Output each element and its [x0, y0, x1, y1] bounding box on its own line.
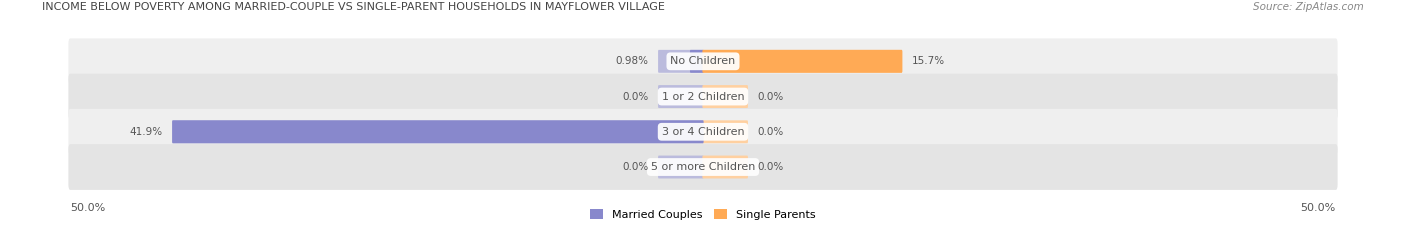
Text: 3 or 4 Children: 3 or 4 Children	[662, 127, 744, 137]
FancyBboxPatch shape	[658, 50, 703, 73]
Text: Source: ZipAtlas.com: Source: ZipAtlas.com	[1253, 2, 1364, 12]
Text: 0.0%: 0.0%	[623, 92, 648, 102]
Text: 41.9%: 41.9%	[129, 127, 163, 137]
Legend: Married Couples, Single Parents: Married Couples, Single Parents	[586, 205, 820, 224]
Text: 15.7%: 15.7%	[912, 56, 945, 66]
FancyBboxPatch shape	[172, 120, 703, 143]
FancyBboxPatch shape	[69, 38, 1337, 84]
Text: 1 or 2 Children: 1 or 2 Children	[662, 92, 744, 102]
FancyBboxPatch shape	[703, 120, 748, 143]
Text: 5 or more Children: 5 or more Children	[651, 162, 755, 172]
Text: 0.98%: 0.98%	[616, 56, 648, 66]
FancyBboxPatch shape	[703, 50, 903, 73]
FancyBboxPatch shape	[69, 109, 1337, 155]
FancyBboxPatch shape	[703, 156, 748, 178]
Text: 0.0%: 0.0%	[758, 162, 783, 172]
Text: 0.0%: 0.0%	[758, 92, 783, 102]
FancyBboxPatch shape	[658, 156, 703, 178]
Text: 0.0%: 0.0%	[623, 162, 648, 172]
Text: 50.0%: 50.0%	[1301, 203, 1336, 213]
Text: INCOME BELOW POVERTY AMONG MARRIED-COUPLE VS SINGLE-PARENT HOUSEHOLDS IN MAYFLOW: INCOME BELOW POVERTY AMONG MARRIED-COUPL…	[42, 2, 665, 12]
FancyBboxPatch shape	[690, 50, 703, 73]
Text: No Children: No Children	[671, 56, 735, 66]
FancyBboxPatch shape	[703, 85, 748, 108]
Text: 50.0%: 50.0%	[70, 203, 105, 213]
FancyBboxPatch shape	[69, 74, 1337, 120]
FancyBboxPatch shape	[69, 144, 1337, 190]
FancyBboxPatch shape	[172, 120, 703, 143]
FancyBboxPatch shape	[658, 85, 703, 108]
Text: 0.0%: 0.0%	[758, 127, 783, 137]
FancyBboxPatch shape	[703, 50, 903, 73]
